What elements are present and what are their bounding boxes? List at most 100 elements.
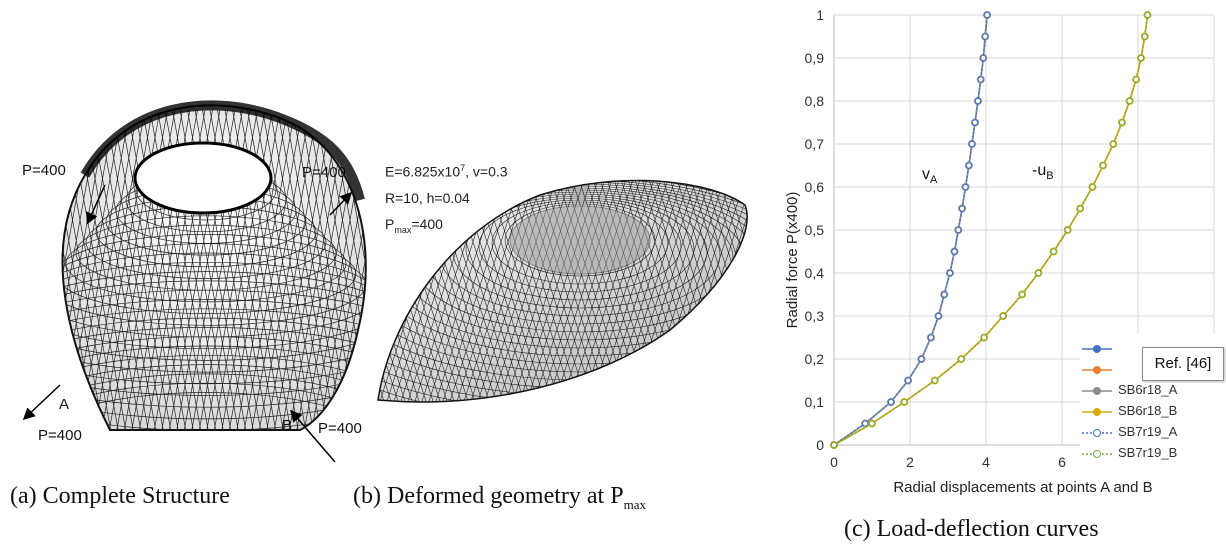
legend-swatch	[1082, 407, 1112, 416]
legend-swatch	[1082, 365, 1112, 374]
caption-c: (c) Load-deflection curves	[844, 516, 1099, 542]
data-point	[968, 140, 976, 148]
legend-label: SB7r19_B	[1118, 445, 1178, 460]
load-label-top-right: P=400	[302, 164, 346, 181]
data-point	[962, 183, 969, 191]
annotation-ub: -uB	[1032, 162, 1054, 183]
legend-swatch	[1082, 449, 1112, 458]
data-point	[1050, 248, 1057, 255]
chart-grid	[833, 14, 1215, 446]
legend-entry	[1080, 361, 1118, 381]
data-point	[901, 398, 908, 406]
data-point	[946, 269, 954, 277]
y-tick-label: 0,2	[805, 351, 825, 367]
dome-rim-shadow	[80, 100, 365, 202]
data-point	[927, 334, 935, 341]
caption-a: (a) Complete Structure	[10, 483, 230, 509]
load-label-top-left: P=400	[22, 162, 66, 179]
legend-entry: SB6r18_B	[1080, 403, 1177, 423]
data-point	[1019, 291, 1026, 298]
load-arrow-bottom-left	[22, 384, 61, 421]
data-point	[1035, 269, 1042, 277]
x-tick-label: 4	[982, 454, 990, 470]
load-label-bottom-left: P=400	[38, 427, 82, 444]
data-point	[1064, 226, 1071, 234]
legend-swatch	[1082, 344, 1112, 353]
legend-entry: SB7r19_A	[1080, 424, 1177, 444]
data-point	[951, 248, 958, 255]
data-point	[1137, 54, 1145, 62]
legend-entry: SB6r18_A	[1080, 382, 1177, 402]
data-point	[887, 398, 895, 406]
data-point	[971, 119, 979, 126]
legend-entry: SB7r19_B	[1080, 445, 1177, 465]
load-arrow-top-left	[86, 184, 106, 225]
annotation-va: vA	[922, 166, 938, 187]
x-axis-label: Radial displacements at points A and B	[893, 479, 1152, 496]
data-point	[958, 355, 965, 363]
data-point	[941, 291, 948, 298]
load-arrow-bottom-right	[290, 409, 336, 463]
data-point	[918, 355, 925, 363]
data-point	[1126, 97, 1133, 105]
data-point	[955, 226, 962, 234]
complete-structure-figure	[22, 100, 367, 463]
y-tick-label: 0,6	[805, 179, 825, 195]
deformed-geometry-figure	[377, 179, 748, 403]
material-line-1: E=6.825x107, v=0.3	[385, 163, 508, 180]
data-point	[1077, 205, 1084, 212]
legend-swatch	[1082, 428, 1112, 437]
y-tick-label: 0,5	[805, 222, 825, 238]
data-point	[981, 334, 988, 341]
deformed-opening	[509, 205, 651, 275]
x-tick-label: 2	[906, 454, 914, 470]
data-point	[1141, 33, 1148, 40]
data-point	[980, 54, 987, 62]
y-axis-label: Radial force P(x400)	[784, 192, 801, 329]
legend-label: SB7r19_A	[1118, 424, 1178, 439]
data-point	[959, 205, 966, 212]
data-point	[1144, 11, 1151, 19]
data-point	[982, 33, 989, 40]
dome-top-opening	[133, 141, 273, 215]
chart-series	[830, 11, 1152, 449]
material-line-2: R=10, h=0.04	[385, 189, 470, 206]
series-sb7r19-b	[830, 11, 1151, 449]
data-point	[1089, 183, 1096, 191]
x-tick-label: 6	[1058, 454, 1066, 470]
data-point	[965, 162, 973, 169]
y-tick-label: 0,1	[805, 394, 825, 410]
legend-swatch	[1082, 386, 1112, 395]
data-point	[905, 377, 912, 384]
data-point	[984, 11, 991, 19]
data-point	[868, 420, 876, 427]
data-point	[977, 76, 984, 83]
caption-b: (b) Deformed geometry at Pmax	[353, 483, 646, 512]
data-point	[1099, 162, 1107, 169]
ref-46-label: Ref. [46]	[1142, 347, 1224, 381]
y-tick-label: 0	[816, 437, 824, 453]
y-tick-label: 0,8	[805, 93, 825, 109]
data-point	[862, 420, 869, 427]
data-point	[1118, 119, 1126, 126]
data-point	[931, 377, 938, 384]
point-a-label: A	[59, 396, 70, 413]
dome-mesh	[62, 109, 366, 430]
material-properties: E=6.825x107, v=0.3 R=10, h=0.04 Pmax=400	[385, 155, 508, 242]
legend-label: SB6r18_A	[1118, 382, 1178, 397]
legend-entry	[1080, 340, 1118, 360]
y-tick-label: 0,4	[805, 265, 825, 281]
data-point	[830, 441, 838, 449]
data-point	[1133, 76, 1140, 83]
data-point	[974, 97, 982, 105]
y-tick-label: 0,7	[805, 136, 825, 152]
y-tick-label: 1	[816, 7, 824, 23]
y-tick-label: 0,9	[805, 50, 825, 66]
data-point	[935, 312, 942, 320]
y-tick-label: 0,3	[805, 308, 825, 324]
point-b-label: B	[282, 417, 293, 434]
data-point	[1110, 140, 1117, 148]
load-label-bottom-right: P=400	[318, 420, 362, 437]
series-sb7r19-a	[830, 11, 991, 449]
